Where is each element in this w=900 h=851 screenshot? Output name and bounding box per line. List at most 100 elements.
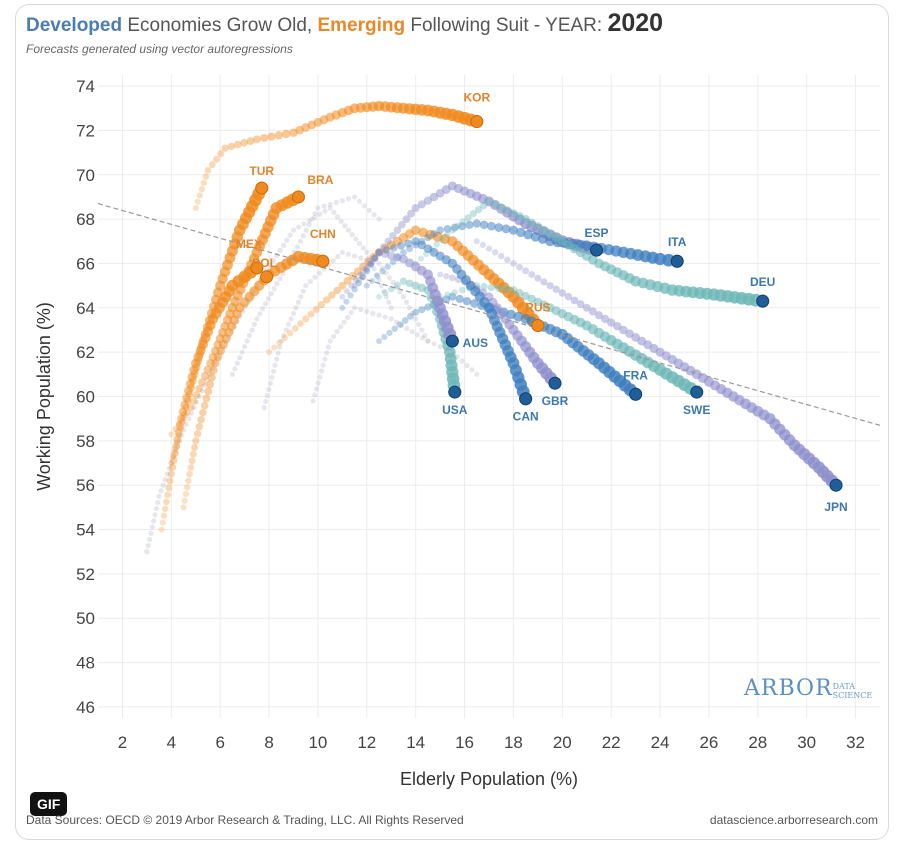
y-tick-label: 62 [76,343,95,362]
trail-dot [205,380,214,389]
faint-trail-dot [313,386,320,392]
trail-dot [172,425,179,432]
country-point [470,115,484,129]
trail-dot [227,142,236,151]
faint-trail-dot [257,311,263,317]
faint-trail-dot [194,399,200,405]
x-tick-label: 32 [846,733,865,752]
trail-dot [352,276,360,284]
trail-dot [291,325,299,332]
footer-url[interactable]: datascience.arborresearch.com [709,813,878,827]
trail-dot [380,243,388,251]
trail-dot [412,308,420,316]
faint-trail-dot [162,477,168,483]
faint-trail-dot [307,278,313,285]
faint-trail-dot [322,208,328,214]
faint-trail-dot [338,324,344,330]
trail-dot [474,205,483,214]
faint-trail-dot [382,314,388,320]
faint-trail-dot [321,203,327,209]
chart-subtitle: Forecasts generated using vector autoreg… [26,42,293,56]
faint-trail-dot [315,380,321,386]
faint-trail-dot [464,362,470,369]
trail-dot [338,281,347,290]
trail-dot [389,244,398,252]
faint-trail-dot [376,312,382,318]
trail-dot [206,359,215,368]
faint-trail-dot [298,294,304,300]
trail-dot [343,288,351,295]
faint-trail-dot [437,344,443,350]
trail-dot [202,173,210,180]
faint-trail-dot [425,338,431,344]
trail-dot [204,387,213,396]
faint-trail-dot [366,207,372,213]
title-developed: Developed [26,15,123,36]
faint-trail-dot [287,232,293,238]
trail-dot [184,484,191,491]
trail-dot [410,225,421,235]
country-point [519,392,533,406]
faint-trail-dot [164,471,170,477]
faint-trail-dot [406,305,413,311]
trail-dot [469,210,477,218]
faint-trail-dot [306,218,312,224]
trail-dot [267,132,276,141]
trail-dot [357,271,364,278]
trail-dot [564,292,573,301]
trail-dot [398,220,406,229]
trail-dot [171,449,179,458]
trail-dot [450,223,459,232]
trail-dot [508,225,518,235]
trail-dot [540,278,548,286]
trail-dot [411,204,420,213]
faint-trail-dot [166,465,172,472]
faint-trail-dot [290,310,297,316]
trail-dot [359,262,368,271]
faint-trail-dot [364,249,370,255]
faint-trail-dot [373,271,380,278]
faint-trail-dot [399,322,405,328]
logo-sub1: DATA [832,681,856,691]
trail-dot [271,344,278,351]
faint-trail-dot [148,530,154,536]
faint-trail-dot [315,205,321,211]
trail-dot [384,237,392,245]
trail-dot [396,321,404,328]
trail-dot [607,318,616,327]
y-tick-label: 46 [76,698,95,717]
faint-trail-dot [376,216,382,222]
x-tick-label: 2 [118,733,127,752]
trail-dot [211,359,220,368]
trail-dot [266,349,273,356]
trail-dot [188,457,196,465]
title-part2: Following Suit - YEAR: [405,15,608,36]
trail-dot [458,286,466,294]
trail-dot [523,229,533,240]
trail-dot [393,281,401,289]
faint-trail-dot [232,366,238,372]
trail-dot [374,273,381,280]
trail-dot [240,139,248,147]
gif-badge[interactable]: GIF [30,792,68,816]
faint-trail-dot [331,333,337,339]
faint-trail-dot [383,294,389,300]
trail-dot [381,250,390,258]
faint-trail-dot [388,316,394,322]
y-tick-label: 74 [76,77,95,96]
faint-trail-dot [312,274,318,280]
trail-dot [195,423,203,431]
faint-trail-dot [268,291,274,297]
faint-trail-dot [176,438,183,444]
trail-dot [339,293,346,300]
chart-title: Developed Economies Grow Old, Emerging F… [26,9,663,38]
trail-dot [472,219,481,228]
faint-trail-dot [317,211,323,217]
trail-dot [480,201,488,210]
trail-dot [465,220,474,229]
trail-dot [417,200,426,209]
faint-trail-dot [188,410,194,416]
faint-trail-dot [345,227,352,233]
trail-dot [371,254,379,262]
faint-trail-dot [284,237,290,243]
